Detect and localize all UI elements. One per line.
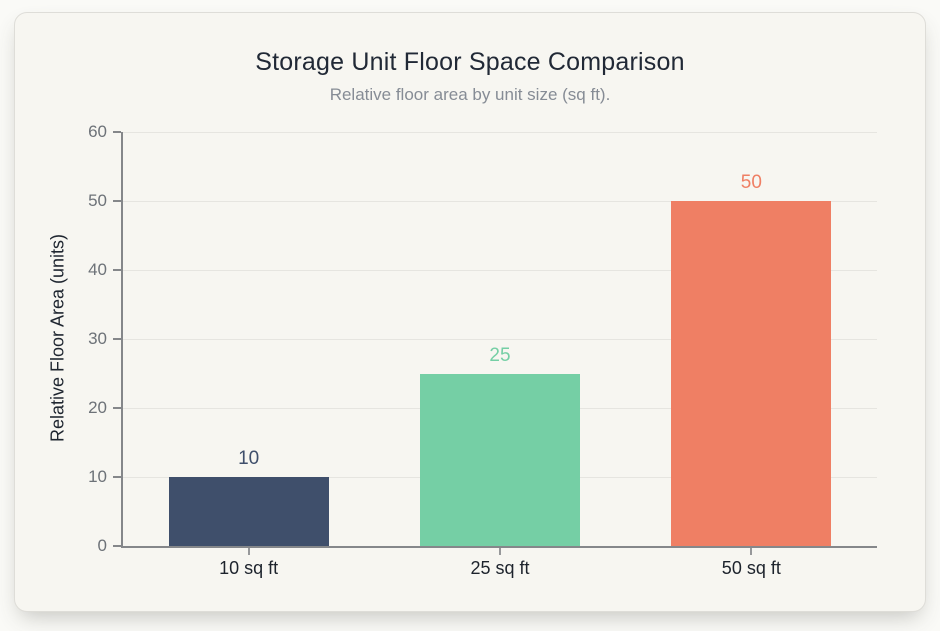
y-axis-tick [113,545,121,547]
bar-value-label: 10 [238,448,260,469]
y-axis-tick [113,476,121,478]
gridline [123,338,877,340]
x-axis-category-label: 25 sq ft [470,558,530,578]
chart-subtitle: Relative floor area by unit size (sq ft)… [329,85,611,104]
y-axis-tick-label: 30 [88,329,107,348]
y-axis-tick-label: 20 [88,398,107,417]
y-axis-line [121,132,123,548]
x-axis-line [121,546,877,548]
chart-title: Storage Unit Floor Space Comparison [255,48,685,76]
y-axis-tick-label: 10 [88,467,107,486]
bar [168,477,329,546]
bar [671,201,832,546]
gridline [123,200,877,202]
y-axis-tick [113,269,121,271]
y-axis-tick [113,131,121,133]
x-axis-category-label: 50 sq ft [721,558,781,578]
y-axis-tick-label: 60 [88,122,107,141]
y-axis-tick-label: 0 [97,536,107,555]
gridline [123,269,877,271]
x-axis-tick [750,548,753,555]
bar-value-label: 50 [740,172,762,193]
x-axis-tick [247,548,250,555]
y-axis-tick [113,338,121,340]
x-axis-tick [499,548,501,555]
plot-area: 0 10 20 30 40 50 60 10 10 sq ft 25 25 sq ft 50 50 sq… [88,122,877,578]
x-axis-category-label: 10 sq ft [219,558,279,578]
gridline [123,131,877,133]
bar-value-label: 25 [489,344,511,366]
bar [420,373,580,546]
y-axis-tick-label: 50 [88,191,107,210]
chart-card: Storage Unit Floor Space Comparison Rela… [14,12,926,612]
y-axis-tick [113,200,121,202]
y-axis-tick-label: 40 [88,260,107,279]
y-axis-tick [113,407,121,409]
